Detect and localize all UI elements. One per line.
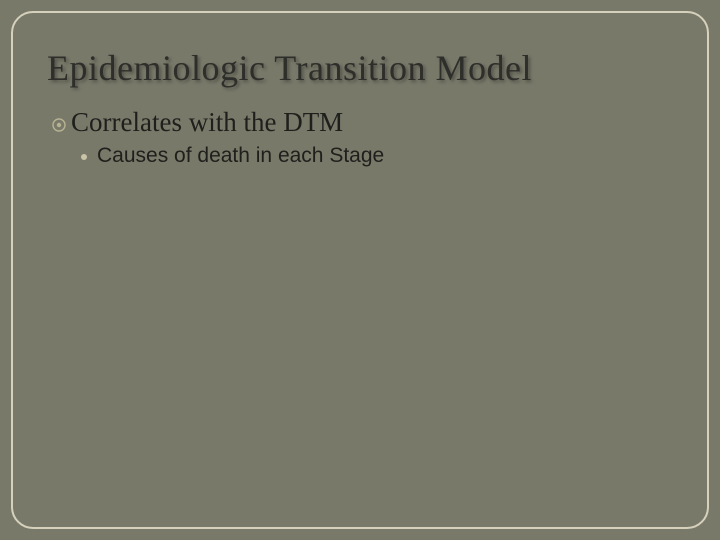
- slide-title: Epidemiologic Transition Model: [47, 49, 673, 89]
- dot-bullet-icon: [81, 154, 87, 160]
- target-bullet-icon: [51, 117, 67, 133]
- bullet-level-2: Causes of death in each Stage: [81, 144, 673, 168]
- bullet-level-1-text: Correlates with the DTM: [71, 107, 343, 138]
- bullet-level-1: Correlates with the DTM: [51, 107, 673, 138]
- slide-background: Epidemiologic Transition Model Correlate…: [0, 0, 720, 540]
- bullet-level-2-text: Causes of death in each Stage: [97, 144, 384, 168]
- slide-frame: Epidemiologic Transition Model Correlate…: [11, 11, 709, 529]
